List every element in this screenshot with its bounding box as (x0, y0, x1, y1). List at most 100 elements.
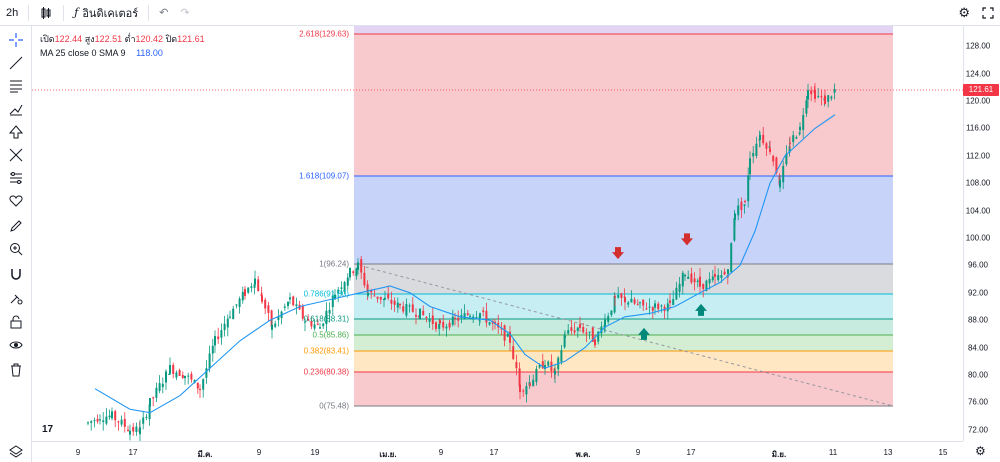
candle-body (199, 389, 201, 391)
candle-body (87, 422, 89, 424)
pencil-tool[interactable] (6, 216, 26, 236)
forecast-tool[interactable] (6, 168, 26, 188)
candle-body (624, 297, 626, 303)
favorites-tool[interactable] (6, 191, 26, 211)
candle-body (172, 365, 175, 374)
candle-body (196, 382, 199, 389)
candle-body (445, 326, 448, 329)
settings-button[interactable]: ⚙ (952, 0, 976, 26)
candle-body (532, 379, 535, 387)
trend-line-tool[interactable] (6, 53, 26, 73)
axis-settings-icon[interactable]: ⚙ (975, 444, 986, 458)
candle-body (181, 374, 184, 378)
indicators-button[interactable]: ƒ อินดิเคเตอร์ (68, 0, 144, 26)
price-tick: 108.00 (965, 178, 991, 188)
candle-body (149, 398, 151, 407)
candle-body (152, 397, 155, 399)
interval-button[interactable]: 2h (0, 0, 24, 26)
fib-band (354, 176, 893, 264)
candle-body (99, 419, 101, 421)
fib-tool[interactable] (6, 76, 26, 96)
candle-body (168, 373, 171, 375)
candle-body (402, 306, 405, 312)
candle-body (769, 148, 771, 153)
object-tree-tool[interactable] (6, 442, 26, 462)
candles-type-button[interactable] (33, 0, 59, 26)
candle-body (654, 303, 656, 308)
candle-body (752, 152, 755, 157)
candle-body (267, 305, 270, 313)
candle-body (749, 158, 751, 175)
candle-body (310, 320, 313, 327)
arrow-down-marker[interactable] (681, 233, 693, 246)
candle-body (454, 317, 456, 319)
candle-body (479, 313, 481, 319)
top-toolbar: 2h ƒ อินดิเคเตอร์ ↶ ↷ ⚙ (0, 0, 1000, 26)
zoom-tool[interactable] (6, 239, 26, 259)
fib-band (354, 335, 893, 351)
redo-icon: ↷ (180, 7, 190, 19)
price-tick: 116.00 (966, 123, 990, 133)
candle-body (636, 303, 639, 305)
price-tick: 72.00 (967, 425, 989, 435)
pattern-tool[interactable] (6, 145, 26, 165)
candle-body (390, 299, 393, 304)
arrow-up-marker[interactable] (638, 327, 650, 340)
candle-body (247, 287, 250, 293)
candle-body (576, 327, 579, 331)
candle-body (340, 287, 343, 289)
ma-row[interactable]: MA 25 close 0 SMA 9 118.00 (40, 46, 205, 60)
candle-body (684, 274, 686, 277)
candle-body (627, 302, 630, 305)
fib-level-label: 0.5(85.86) (312, 330, 349, 340)
candle-body (307, 319, 310, 321)
pattern-icon (9, 148, 23, 162)
candle-body (405, 304, 408, 316)
magnet-tool[interactable] (6, 264, 26, 284)
time-tick: 15 (938, 448, 948, 457)
candle-body (105, 416, 108, 424)
candle-body (717, 275, 720, 281)
candle-body (396, 302, 399, 308)
trend-line[interactable] (353, 263, 894, 407)
undo-button[interactable]: ↶ (153, 0, 174, 26)
candle-body (260, 294, 263, 296)
fib-level-label: 0(75.48) (319, 401, 349, 411)
arrow-tool[interactable] (6, 122, 26, 142)
candle-body (463, 313, 466, 319)
candle-body (678, 283, 681, 292)
candle-body (226, 318, 229, 328)
candle-body (277, 316, 280, 321)
candles-icon (41, 6, 51, 19)
visibility-tool[interactable] (6, 335, 26, 355)
candle-body (295, 304, 298, 307)
candle-body (651, 307, 654, 311)
candle-body (127, 429, 129, 431)
candle-body (108, 415, 111, 418)
candle-body (469, 315, 471, 317)
candle-body (370, 290, 373, 293)
redo-button[interactable]: ↷ (174, 0, 195, 26)
magnet-icon (11, 269, 21, 280)
remove-drawings-tool[interactable] (6, 360, 26, 380)
candle-body (352, 271, 355, 273)
candle-body (325, 310, 328, 325)
lock-drawings-tool[interactable] (6, 288, 26, 308)
crosshair-tool[interactable] (6, 30, 26, 50)
time-axis[interactable] (32, 441, 963, 462)
fib-level-label: 1.618(109.07) (299, 171, 349, 181)
brush-tool[interactable] (6, 99, 26, 119)
lock-tool[interactable] (6, 312, 26, 332)
toolbar-divider (63, 4, 65, 21)
tradingview-logo[interactable]: 17 (42, 424, 54, 435)
arrow-down-marker[interactable] (612, 247, 624, 260)
candle-body (500, 328, 503, 330)
candle-body (522, 390, 525, 392)
candle-body (161, 383, 164, 388)
candle-body (334, 294, 336, 300)
candle-body (727, 269, 729, 274)
arrow-up-marker[interactable] (695, 303, 707, 316)
price-tick: 84.00 (967, 343, 989, 353)
fullscreen-button[interactable] (976, 0, 1000, 26)
